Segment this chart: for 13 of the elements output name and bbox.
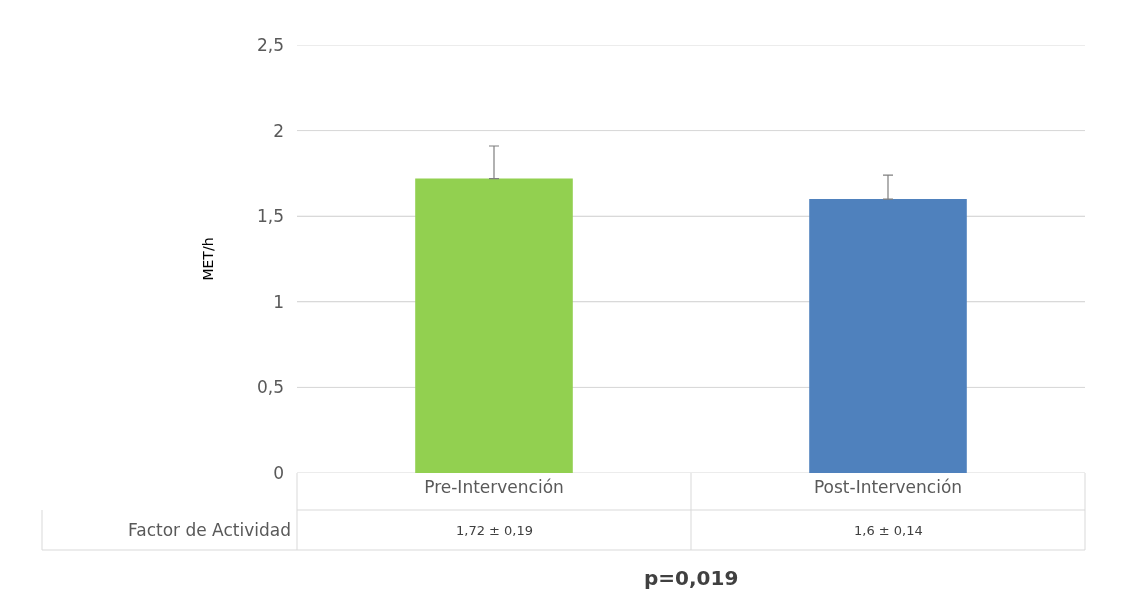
text: Factor de Actividad — [128, 520, 291, 540]
data-label: 1,6 ± 0,14 — [854, 523, 923, 538]
x-tick-label: Post-Intervención — [813, 477, 963, 497]
y-tick-label: 2 — [273, 120, 284, 141]
y-tick-label: 0 — [273, 462, 284, 483]
y-tick-label: 1 — [273, 291, 284, 312]
y-axis-title: MET/h — [199, 237, 216, 281]
y-tick-label: 1,5 — [256, 206, 284, 227]
x-tick-label: Pre-Intervención — [424, 477, 564, 497]
y-tick-label: 0,5 — [256, 377, 284, 398]
data-label: 1,72 ± 0,19 — [456, 523, 534, 538]
text: p=0,019 — [644, 566, 739, 590]
y-tick-label: 2,5 — [256, 34, 284, 55]
